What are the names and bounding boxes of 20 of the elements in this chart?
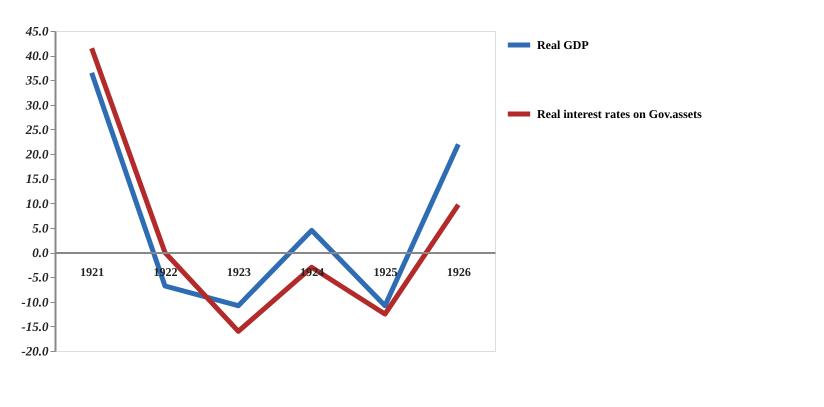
y-tick-label: 45.0 xyxy=(24,24,49,38)
y-tick-label: 40.0 xyxy=(24,48,49,64)
x-tick-label: 1923 xyxy=(226,265,251,280)
x-tick-label: 1926 xyxy=(446,265,471,280)
y-tick-label: 15.0 xyxy=(26,171,49,186)
legend-label: Real GDP xyxy=(537,38,589,52)
y-tick-label: 35.0 xyxy=(24,72,49,88)
legend-label: Real interest rates on Gov.assets xyxy=(537,107,702,121)
y-tick-label: 25.0 xyxy=(24,122,49,137)
y-tick-label: -20.0 xyxy=(21,344,49,358)
y-tick-label: 5.0 xyxy=(32,220,49,236)
x-tick-label: 1925 xyxy=(374,265,398,280)
y-tick-label: 30.0 xyxy=(24,97,49,112)
y-tick-label: -5.0 xyxy=(28,270,49,285)
y-tick-label: 10.0 xyxy=(26,196,49,211)
y-tick-label: 20.0 xyxy=(24,146,49,162)
y-tick-label: 0.0 xyxy=(32,245,49,260)
y-tick-label: -10.0 xyxy=(21,294,49,310)
x-tick-label: 1921 xyxy=(80,265,104,280)
y-tick-label: -15.0 xyxy=(21,318,49,334)
